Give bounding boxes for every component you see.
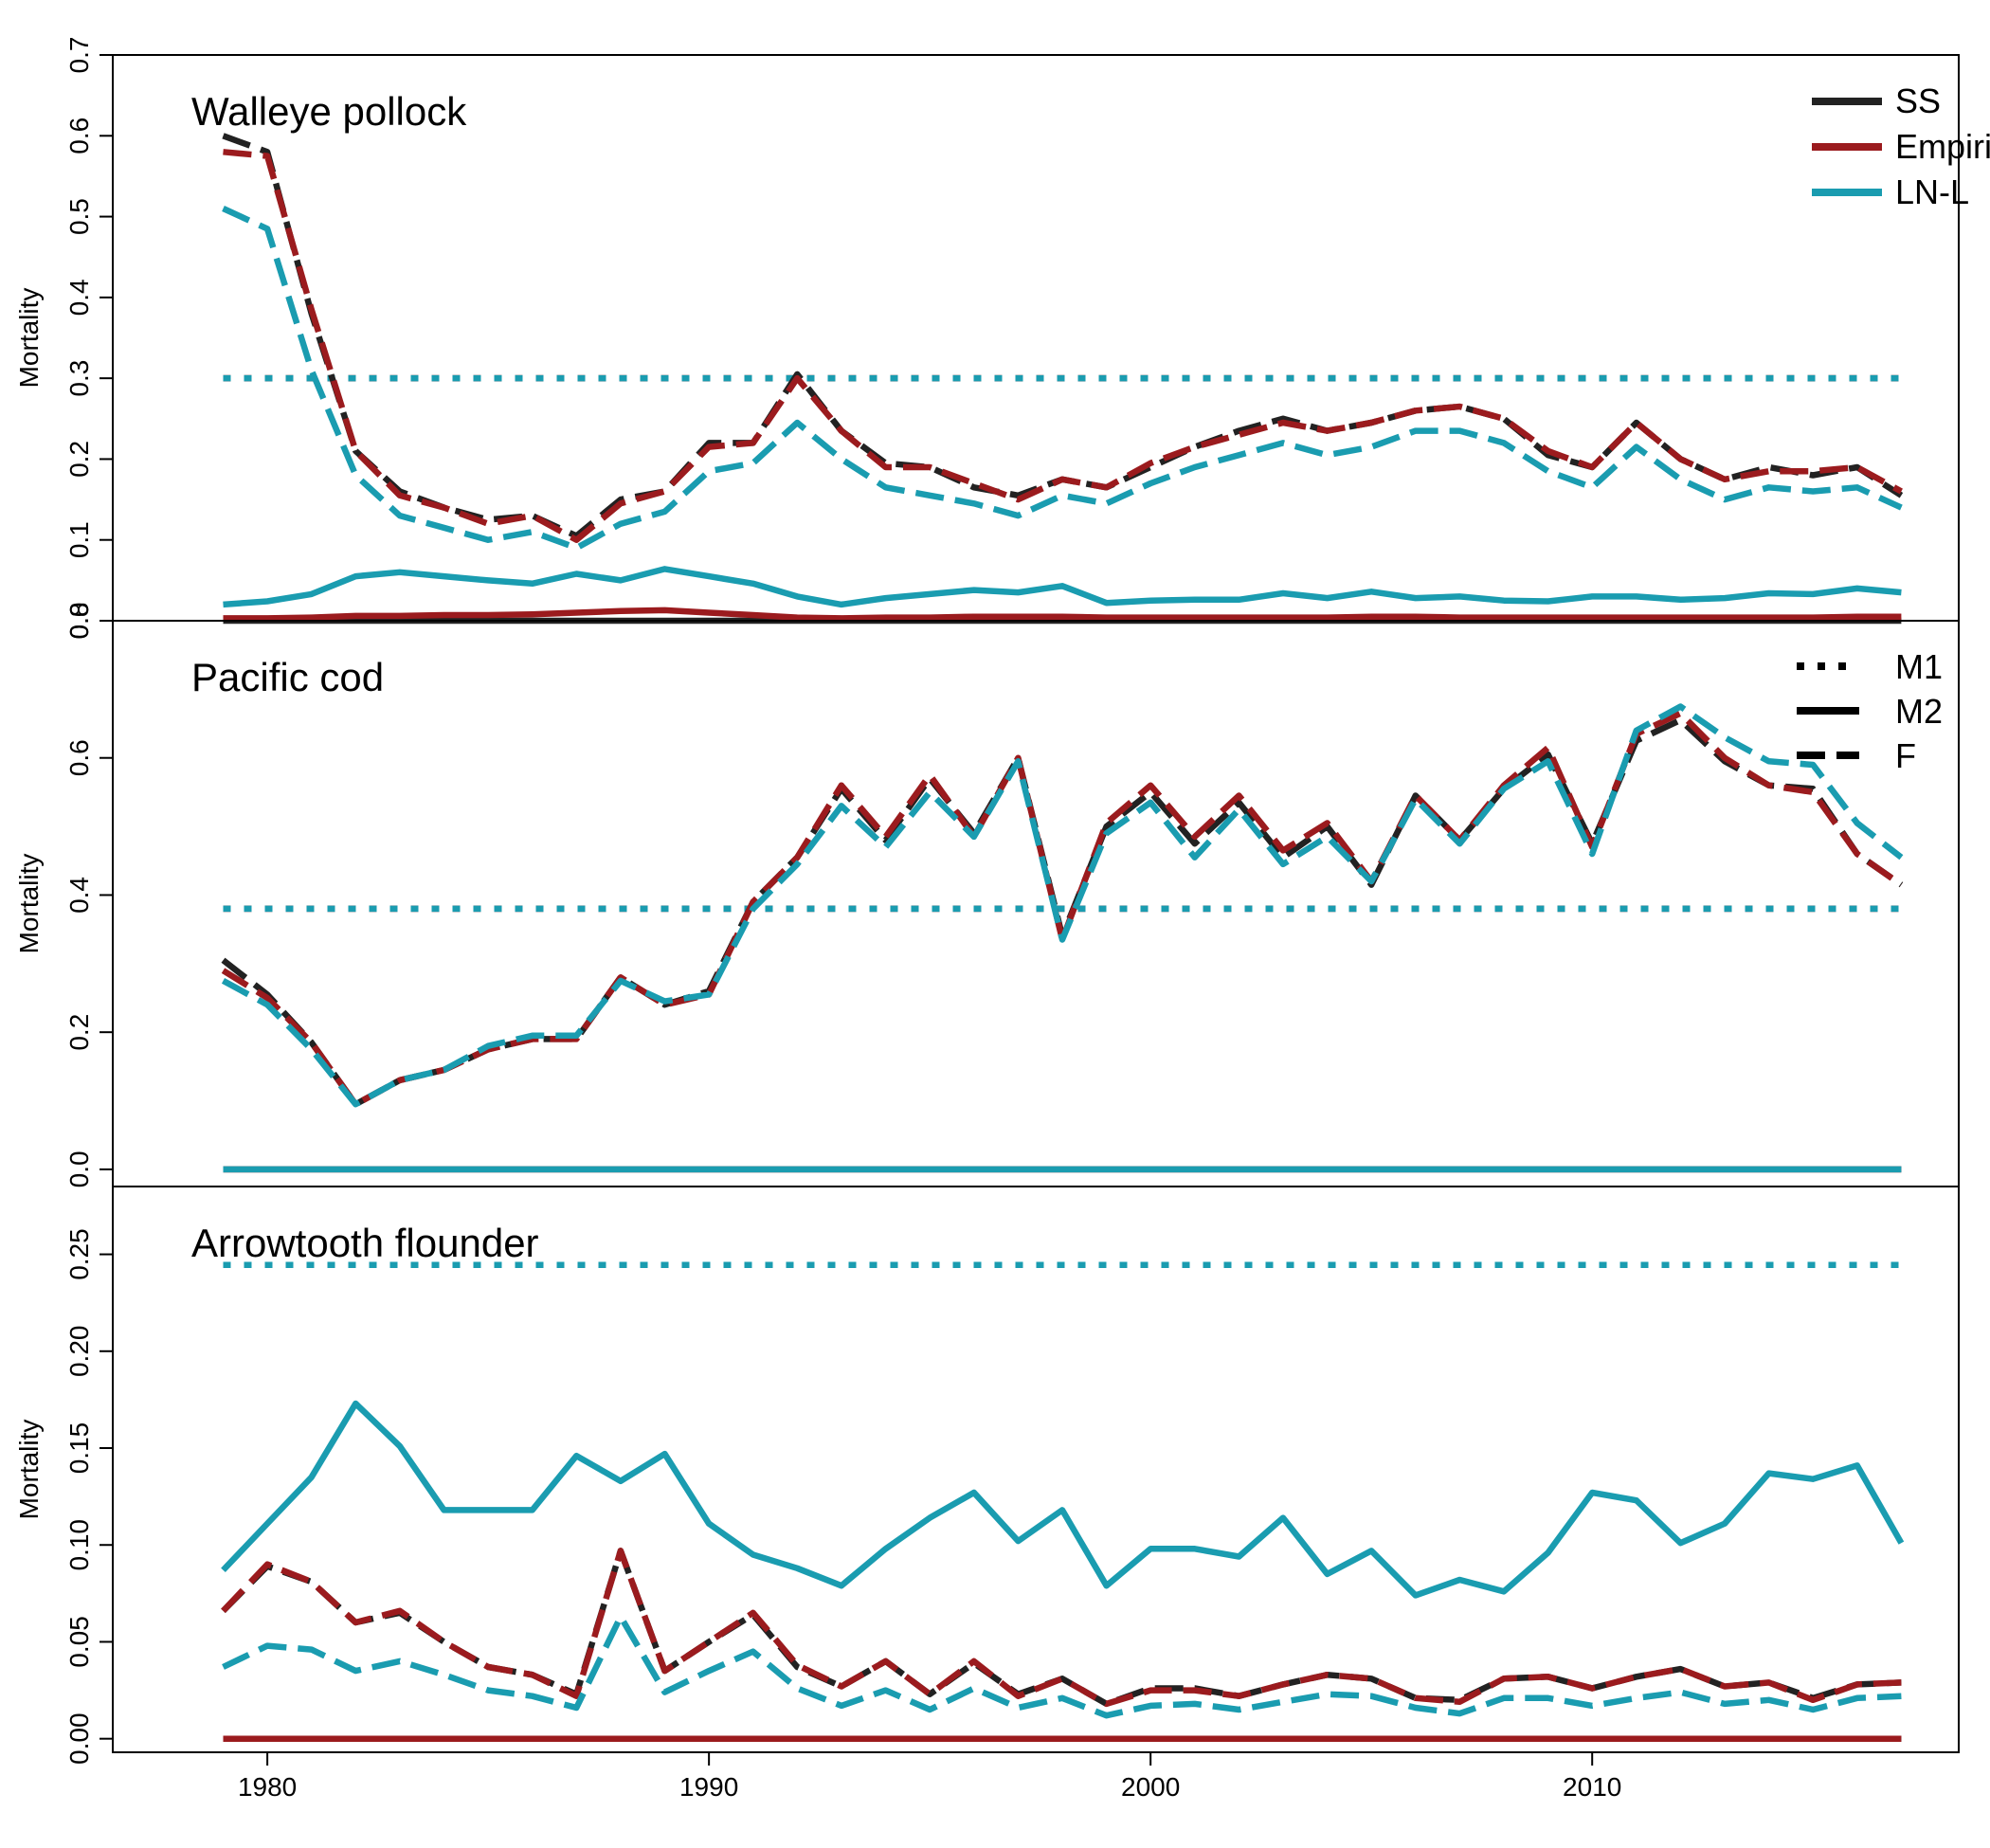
x-tick-label: 2000 xyxy=(1121,1772,1180,1802)
series-empirical-m2-line xyxy=(223,607,1902,622)
y-axis-label: Mortality xyxy=(14,1420,44,1520)
y-tick-label: 0.7 xyxy=(64,37,94,74)
series-ln-l-m2-line xyxy=(223,566,1902,608)
legend-models: SS Empirical LN-L xyxy=(1812,82,1990,211)
legend-ss-label: SS xyxy=(1895,82,1941,120)
series-ln-l-f-line xyxy=(221,703,1904,1108)
panel-arrowtooth-flounder-y-axis: 0.00 0.05 0.10 0.15 0.20 0.25 xyxy=(64,1228,113,1765)
panel-walleye-pollock-y-axis: 0.0 0.1 0.2 0.3 0.4 0.5 0.6 0.7 xyxy=(64,37,113,640)
legend-m1-label: M1 xyxy=(1895,647,1943,686)
panel-title: Walleye pollock xyxy=(191,89,467,134)
y-tick-label: 0.0 xyxy=(64,603,94,640)
series-empirical-f-line xyxy=(221,1548,1902,1708)
y-tick-label: 0.2 xyxy=(64,1014,94,1051)
y-tick-label: 0.4 xyxy=(64,279,94,316)
y-tick-label: 0.8 xyxy=(64,603,94,640)
y-tick-label: 0.10 xyxy=(64,1519,94,1571)
legend-empirical-label: Empirical xyxy=(1895,127,1990,166)
y-tick-label: 0.6 xyxy=(64,118,94,154)
series-empirical-f-line xyxy=(223,149,1903,543)
panel-walleye-pollock-series xyxy=(222,133,1904,625)
legend-mortality-types: M1 M2 F xyxy=(1797,647,1943,775)
y-tick-label: 0.0 xyxy=(64,1150,94,1187)
y-tick-label: 0.1 xyxy=(64,521,94,558)
x-tick-label: 1990 xyxy=(679,1772,738,1802)
legend-f-label: F xyxy=(1895,736,1916,775)
y-tick-label: 0.15 xyxy=(64,1422,94,1475)
y-tick-label: 0.6 xyxy=(64,739,94,776)
series-ln-l-f-line xyxy=(222,1613,1902,1719)
y-axis-label: Mortality xyxy=(14,854,44,954)
x-tick-label: 2010 xyxy=(1563,1772,1621,1802)
panel-arrowtooth-flounder-frame xyxy=(112,1186,1960,1753)
panel-arrowtooth-flounder-series xyxy=(221,1261,1905,1742)
panel-pacific-cod: 0.0 0.2 0.4 0.6 0.8 Pacific cod Mortality xyxy=(14,603,1960,1187)
y-tick-label: 0.05 xyxy=(64,1616,94,1668)
panel-title: Arrowtooth flounder xyxy=(191,1221,539,1265)
panel-arrowtooth-flounder: 0.00 0.05 0.10 0.15 0.20 0.25 Arrowtooth flou… xyxy=(14,1186,1960,1765)
y-tick-label: 0.5 xyxy=(64,198,94,235)
panel-pacific-cod-series xyxy=(221,703,1904,1173)
y-tick-label: 0.2 xyxy=(64,441,94,478)
series-ln-l-m2-line xyxy=(221,1400,1905,1599)
legend-m2-label: M2 xyxy=(1895,692,1943,731)
panel-walleye-pollock: 0.0 0.1 0.2 0.3 0.4 0.5 0.6 0.7 Walleye pollock… xyxy=(14,37,1960,640)
panel-title: Pacific cod xyxy=(191,655,384,699)
y-tick-label: 0.4 xyxy=(64,877,94,914)
y-tick-label: 0.20 xyxy=(64,1326,94,1378)
legend-lnl-label: LN-L xyxy=(1895,172,1969,211)
x-tick-label: 1980 xyxy=(238,1772,297,1802)
y-tick-label: 0.3 xyxy=(64,360,94,397)
panel-pacific-cod-y-axis: 0.0 0.2 0.4 0.6 0.8 xyxy=(64,603,113,1187)
y-tick-label: 0.00 xyxy=(64,1712,94,1765)
x-axis: 1980 1990 2000 2010 xyxy=(238,1752,1621,1802)
y-tick-label: 0.25 xyxy=(64,1228,94,1280)
y-axis-label: Mortality xyxy=(14,288,44,389)
